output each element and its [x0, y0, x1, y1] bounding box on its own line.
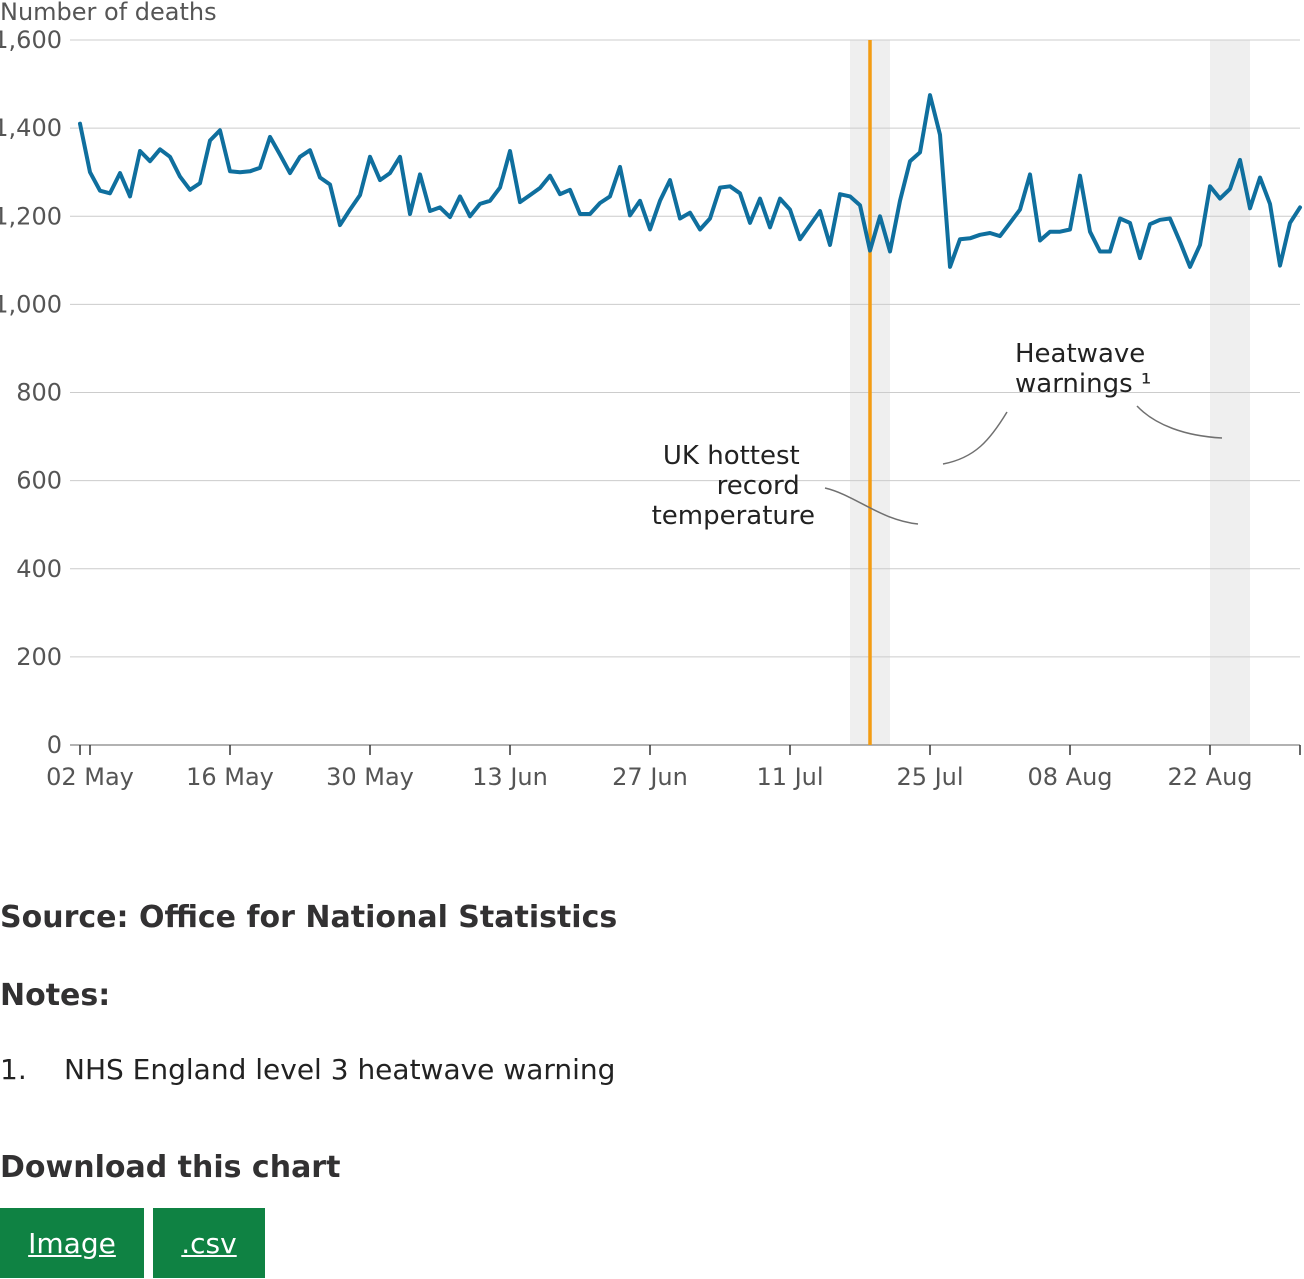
- y-tick-label: 600: [16, 467, 62, 495]
- x-tick-label: 30 May: [326, 763, 414, 791]
- download-csv-button[interactable]: .csv: [153, 1208, 265, 1278]
- y-tick-label: 400: [16, 555, 62, 583]
- x-tick-label: 27 Jun: [612, 763, 688, 791]
- download-title: Download this chart: [0, 1150, 341, 1185]
- x-tick-label: 16 May: [186, 763, 274, 791]
- y-tick-label: 200: [16, 643, 62, 671]
- y-tick-label: 0: [47, 731, 62, 759]
- x-tick-label: 25 Jul: [896, 763, 963, 791]
- y-tick-label: 1,600: [0, 26, 62, 54]
- x-tick-label: 08 Aug: [1027, 763, 1112, 791]
- annotation-hottest-temperature: UK hottest record temperature: [652, 441, 919, 531]
- deaths-line-chart: 0 200 400 600 800 1,000 1,200 1,400 1,600 02 May…: [0, 0, 1302, 791]
- y-tick-label: 1,000: [0, 290, 62, 318]
- note-item: 1. NHS England level 3 heatwave warning: [0, 1053, 615, 1086]
- source-text: Source: Office for National Statistics: [0, 900, 618, 935]
- x-tick-label: 13 Jun: [472, 763, 548, 791]
- x-tick-label: 22 Aug: [1167, 763, 1252, 791]
- svg-text:Heatwave warnings ¹: Heatwave warnings ¹: [1015, 339, 1154, 399]
- y-axis-label: Number of deaths: [0, 0, 217, 26]
- series-line: [78, 93, 1302, 269]
- download-image-button[interactable]: Image: [0, 1208, 144, 1278]
- y-tick-label: 1,200: [0, 202, 62, 230]
- y-tick-label: 800: [16, 379, 62, 407]
- annotation-heatwave-warnings: Heatwave warnings ¹: [942, 339, 1223, 465]
- y-tick-label: 1,400: [0, 114, 62, 142]
- x-tick-label: 11 Jul: [756, 763, 823, 791]
- x-tick-label: 02 May: [46, 763, 134, 791]
- svg-text:UK hottest record: UK hottest record temperature: [652, 441, 815, 531]
- note-number: 1.: [0, 1053, 27, 1086]
- note-text: NHS England level 3 heatwave warning: [64, 1053, 616, 1086]
- notes-title: Notes:: [0, 978, 111, 1013]
